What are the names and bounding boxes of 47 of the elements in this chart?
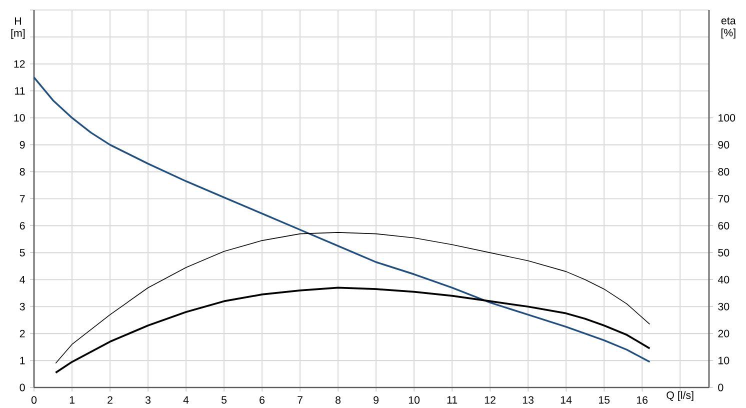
x-tick-label: 0	[31, 396, 37, 404]
y-tick-label: 1	[20, 357, 25, 364]
y-tick-label: 5	[20, 249, 25, 257]
x-tick-label: 13	[522, 396, 534, 404]
x-tick-label: 11	[447, 396, 458, 404]
y-tick-label: 0	[20, 384, 25, 392]
y2-tick-label: 10	[718, 357, 730, 365]
x-tick-label: 2	[108, 396, 112, 404]
x-tick-label: 7	[298, 396, 302, 404]
x-tick-label: 12	[484, 396, 496, 404]
x-tick-label: 6	[260, 396, 265, 404]
x-tick-label: 16	[636, 396, 648, 404]
y-tick-label: 8	[20, 168, 25, 176]
y2-tick-label: 60	[718, 222, 730, 230]
y-tick-label: 2	[20, 330, 25, 338]
line-series	[33, 76, 651, 363]
y-tick-label: 11	[15, 87, 25, 95]
line-series	[54, 287, 651, 374]
y-axis-title: H [m]	[11, 18, 25, 40]
x-tick-label: 1	[70, 396, 74, 404]
line-series	[55, 232, 650, 364]
x-tick-label: 15	[598, 396, 610, 404]
y2-tick-label: 90	[718, 141, 730, 149]
y-tick-label: 12	[14, 60, 25, 68]
y-tick-label: 7	[20, 195, 25, 203]
y2-tick-label: 20	[718, 330, 730, 338]
y2-tick-label: 50	[718, 249, 730, 257]
y2-tick-label: 80	[718, 168, 730, 176]
y2-tick-label: 100	[718, 114, 736, 122]
x-tick-label: 9	[374, 396, 379, 404]
y2-tick-label: 40	[718, 276, 730, 284]
x-axis-title: Q [l/s]	[666, 391, 694, 402]
x-tick-label: 14	[560, 396, 572, 404]
x-tick-label: 8	[336, 396, 341, 404]
x-tick-label: 5	[221, 396, 227, 404]
x-tick-label: 10	[408, 396, 420, 404]
y-tick-label: 4	[20, 276, 25, 284]
y2-tick-label: 0	[718, 384, 724, 392]
y2-tick-label: 70	[718, 195, 730, 203]
y-tick-label: 6	[20, 222, 25, 230]
y-tick-label: 9	[20, 141, 25, 149]
y2-tick-label: 30	[718, 303, 730, 311]
y2-axis-title: eta [%]	[721, 18, 736, 39]
x-tick-label: 3	[145, 396, 151, 404]
x-tick-label: 4	[183, 396, 189, 404]
y-tick-label: 3	[20, 303, 25, 311]
y-tick-label: 10	[14, 114, 25, 122]
